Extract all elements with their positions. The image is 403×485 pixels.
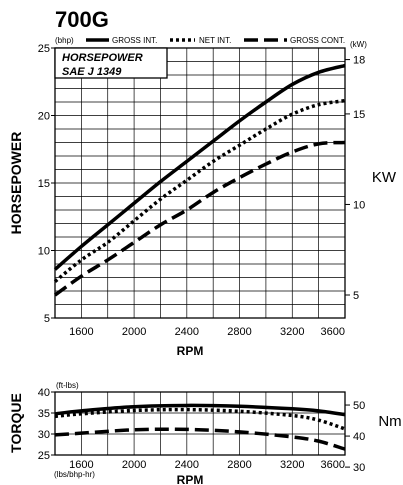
y-tick-label: 10 (38, 245, 50, 257)
torque-y-tick-labels: 25 30 35 40 (38, 387, 55, 462)
y2-tick-label: 40 (353, 431, 365, 443)
y2-tick-label: 10 (353, 199, 365, 211)
x-tick-label: 1600 (69, 459, 93, 471)
torque-series (54, 403, 346, 451)
torque-grid (55, 392, 345, 455)
y-tick-label: 5 (44, 313, 50, 325)
x-tick-label: 2000 (122, 326, 146, 338)
series-line-gross-int (54, 403, 346, 417)
legend: (bhp) GROSS INT. NET INT. GROSS CONT. (k… (55, 36, 367, 49)
y2-tick-label: 30 (353, 462, 365, 474)
horsepower-x-axis-label: RPM (177, 344, 204, 358)
y2-tick-label: 5 (353, 290, 359, 302)
series-line-gross-cont (54, 427, 346, 451)
x-tick-label: 3200 (280, 459, 304, 471)
horsepower-title-box-frame (54, 47, 168, 79)
horsepower-series (53, 63, 346, 297)
x-tick-label: 2400 (175, 459, 199, 471)
y-tick-label: 25 (38, 43, 50, 55)
x-tick-label: 3200 (280, 326, 304, 338)
series-line-net-int (54, 407, 346, 431)
horsepower-title-box: HORSEPOWER SAE J 1349 (54, 47, 168, 79)
horsepower-panel: 1600 2000 2400 2800 3200 3600 5 10 15 20 25 5 10 15… (8, 43, 397, 358)
x-tick-label: 2800 (227, 459, 251, 471)
series-line-gross-int (53, 63, 346, 271)
horsepower-title: HORSEPOWER (62, 52, 143, 64)
nm-tick-labels: 30 40 50 (345, 400, 365, 474)
y2-tick-label: 15 (353, 109, 365, 121)
y-tick-label: 20 (38, 110, 50, 122)
series-line-gross-cont (53, 140, 346, 297)
y2-tick-label: 18 (353, 54, 365, 66)
kw-tick-labels: 5 10 15 18 (345, 54, 365, 302)
horsepower-x-tick-labels: 1600 2000 2400 2800 3200 3600 (69, 326, 345, 338)
model-title: 700G (55, 7, 109, 32)
torque-unit-bottom: (lbs/bhp-hr) (54, 470, 95, 479)
torque-x-axis-label: RPM (177, 473, 204, 485)
x-tick-label: 2000 (122, 459, 146, 471)
x-tick-label: 1600 (69, 326, 93, 338)
kw-axis-label: KW (372, 169, 397, 186)
series-line-net-int (53, 98, 346, 283)
y-tick-label: 35 (38, 408, 50, 420)
legend-label-net-int: NET INT. (199, 36, 231, 45)
torque-y-axis-label: TORQUE (8, 393, 24, 453)
legend-hp-unit: (bhp) (55, 36, 74, 45)
x-tick-label: 3600 (321, 326, 345, 338)
x-tick-label: 2800 (227, 326, 251, 338)
y-tick-label: 30 (38, 429, 50, 441)
y2-tick-label: 50 (353, 400, 365, 412)
x-tick-label: 2400 (175, 326, 199, 338)
y-tick-label: 40 (38, 387, 50, 399)
nm-axis-label: Nm (378, 413, 401, 430)
horsepower-subtitle: SAE J 1349 (62, 66, 122, 78)
legend-label-gross-int: GROSS INT. (112, 36, 157, 45)
x-tick-label: 3600 (321, 459, 345, 471)
torque-x-tick-labels: 1600 2000 2400 2800 3200 3600 (69, 459, 345, 471)
horsepower-plot-frame (54, 47, 346, 319)
legend-label-gross-cont: GROSS CONT. (290, 36, 345, 45)
torque-plot-frame (54, 391, 346, 456)
y-tick-label: 15 (38, 178, 50, 190)
horsepower-grid (55, 48, 345, 318)
horsepower-y-axis-label: HORSEPOWER (8, 132, 24, 235)
y-tick-label: 25 (38, 450, 50, 462)
torque-unit-top: (ft-lbs) (56, 381, 79, 390)
torque-panel: 1600 2000 2400 2800 3200 3600 25 30 35 40 30 40 50… (8, 381, 402, 485)
horsepower-y-tick-labels: 5 10 15 20 25 (38, 43, 55, 325)
legend-kw-unit: (kW) (350, 40, 367, 49)
